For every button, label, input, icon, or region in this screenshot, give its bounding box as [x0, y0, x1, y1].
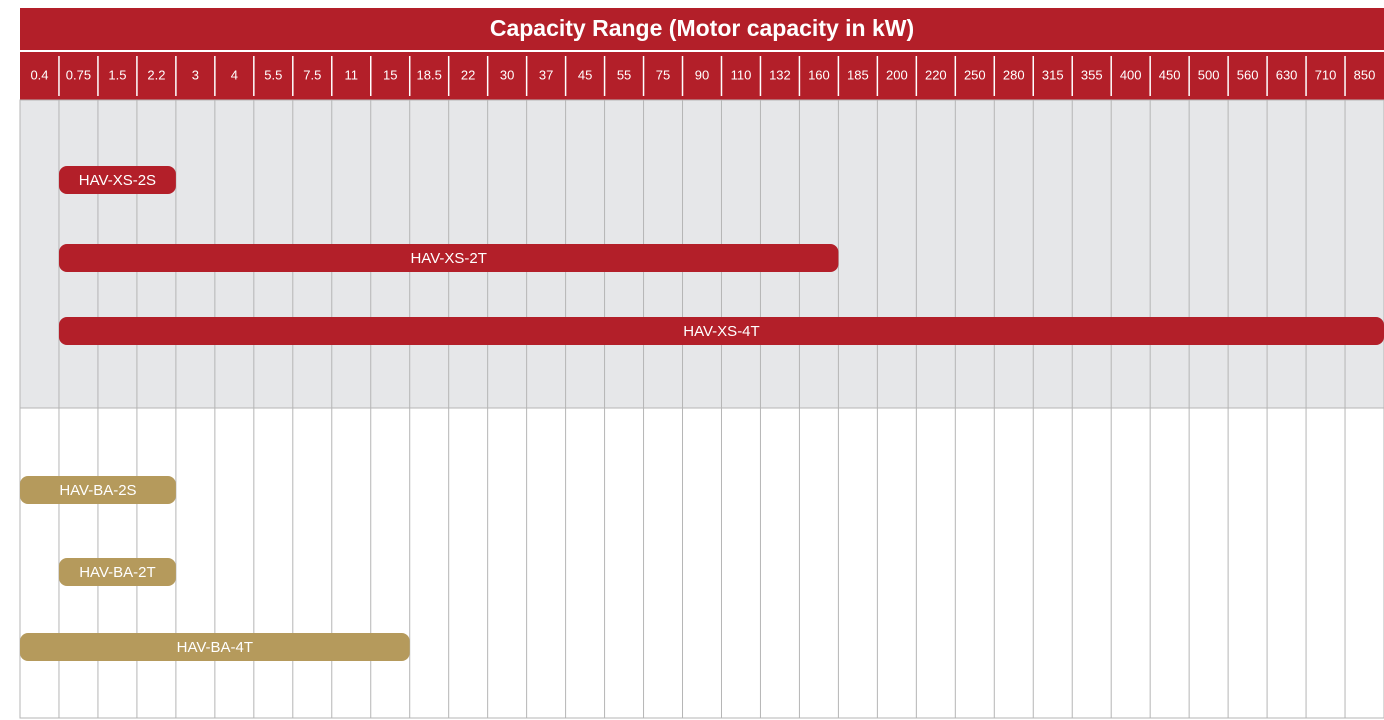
range-bar: [58, 558, 176, 586]
column-label: 22: [461, 67, 475, 82]
column-label: 160: [808, 67, 830, 82]
column-label: 110: [731, 67, 752, 82]
column-label: 1.5: [108, 67, 126, 82]
column-label: 3: [192, 67, 199, 82]
range-bar: [58, 244, 839, 272]
group-background: [19, 407, 1384, 719]
column-label: 710: [1315, 67, 1337, 82]
range-label: HAV-XS-4T: [683, 323, 759, 340]
range-bar: [20, 633, 410, 661]
column-label: 200: [886, 67, 908, 82]
column-label: 500: [1198, 67, 1220, 82]
range-bar: [58, 166, 176, 194]
column-label: 850: [1354, 67, 1376, 82]
header-band: [20, 8, 1384, 100]
column-label: 280: [1003, 67, 1025, 82]
column-label: 45: [578, 67, 592, 82]
column-label: 220: [925, 67, 947, 82]
column-label: 37: [539, 67, 553, 82]
range-label: HAV-BA-4T: [177, 639, 253, 656]
range-label: HAV-BA-2S: [59, 482, 136, 499]
column-label: 15: [383, 67, 397, 82]
column-label: 185: [847, 67, 869, 82]
column-label: 55: [617, 67, 631, 82]
column-label: 132: [769, 67, 791, 82]
column-label: 355: [1081, 67, 1103, 82]
column-label: 30: [500, 67, 514, 82]
range-label: HAV-XS-2S: [79, 172, 156, 189]
column-label: 90: [695, 67, 709, 82]
column-label: 560: [1237, 67, 1259, 82]
column-label: 0.75: [66, 67, 91, 82]
column-label: 630: [1276, 67, 1298, 82]
range-label: HAV-XS-2T: [410, 250, 486, 267]
range-bar: [20, 476, 176, 504]
range-label: HAV-BA-2T: [79, 564, 155, 581]
column-label: 18.5: [417, 67, 442, 82]
column-label: 75: [656, 67, 670, 82]
column-label: 5.5: [264, 67, 282, 82]
column-label: 250: [964, 67, 986, 82]
range-bar: [58, 317, 1384, 345]
column-label: 7.5: [303, 67, 321, 82]
column-label: 400: [1120, 67, 1142, 82]
column-label: 2.2: [147, 67, 165, 82]
title: Capacity Range (Motor capacity in kW): [490, 15, 914, 41]
column-label: 0.4: [30, 67, 48, 82]
column-label: 450: [1159, 67, 1181, 82]
column-label: 11: [345, 67, 359, 82]
column-label: 4: [231, 67, 238, 82]
column-label: 315: [1042, 67, 1064, 82]
